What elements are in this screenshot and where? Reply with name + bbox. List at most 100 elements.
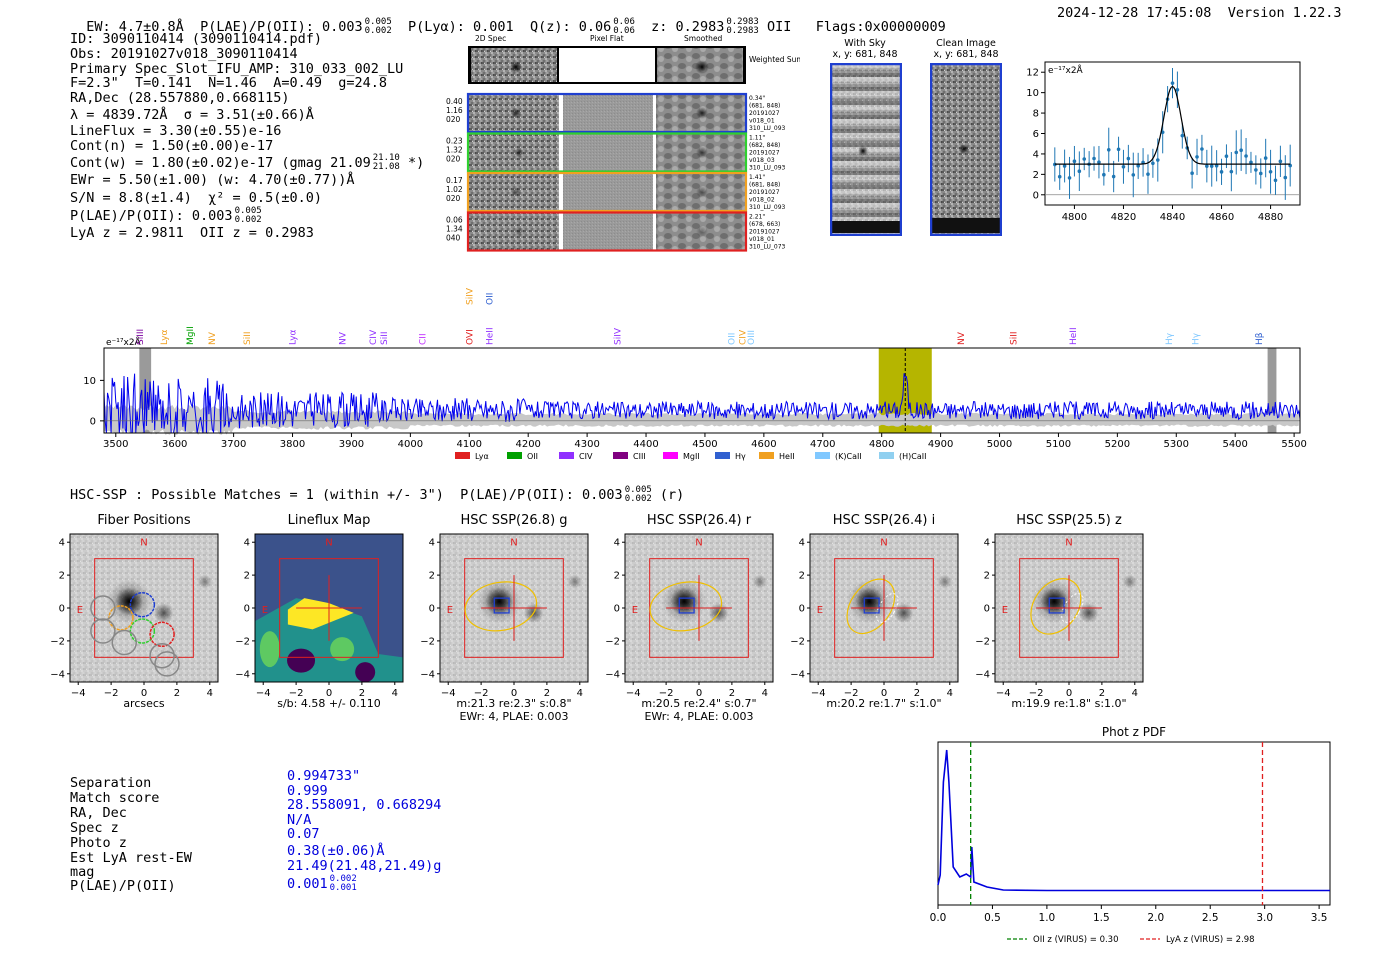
match-label: P(LAE)/P(OII) <box>70 878 176 894</box>
cutout-row-right-value: 310_LU_093 <box>749 165 786 172</box>
hsc-y-tick: −4 <box>235 669 250 680</box>
east-label: E <box>817 605 823 616</box>
photoz-frame <box>937 741 1331 906</box>
header-datetime-version: 2024-12-28 17:45:08 Version 1.22.3 <box>1057 5 1342 21</box>
target-marker <box>1048 597 1065 614</box>
spectrum-x-tick: 5200 <box>1105 439 1130 450</box>
line-fit-x-tick: 4880 <box>1258 212 1283 223</box>
hsc-panel-title: Lineflux Map <box>287 513 371 528</box>
spectrum-x-tick: 3600 <box>162 439 187 450</box>
line-fit-y-tick: 12 <box>1026 68 1039 79</box>
header-bar: EW: 4.7±0.8Å P(LAE)/P(OII): 0.003 0.005 0.… <box>70 2 946 36</box>
hsc-panel-title: HSC SSP(25.5) z <box>1016 513 1122 528</box>
photoz-x-tick: 1.5 <box>1093 912 1110 924</box>
spectrum-x-tick: 5400 <box>1222 439 1247 450</box>
data-point <box>1254 168 1258 172</box>
full-spectrum-plot: 3500 3600 3700 3800 3900 4000 4100 4200 4300 4400… <box>83 287 1307 461</box>
hsc-y-tick: 0 <box>799 604 805 615</box>
match-label: Separation <box>70 775 152 791</box>
spectrum-y-tick: 10 <box>83 376 96 387</box>
data-point <box>1258 171 1263 176</box>
hsc-x-tick: 2 <box>544 688 550 698</box>
legend-label: Hγ <box>735 452 746 461</box>
search-box <box>279 558 379 658</box>
spectrum-line-label: CIV <box>369 329 379 345</box>
cutout-row-right-value: 0.34" <box>749 95 765 102</box>
spectrum-x-tick: 5500 <box>1281 439 1306 450</box>
hsc-x-tick: −4 <box>441 688 456 698</box>
legend-swatch <box>663 452 678 459</box>
hsc-x-tick: 0 <box>141 688 147 698</box>
photoz-pdf-plot: Phot z PDF 0.0 0.5 1.0 1.5 2.0 2.5 3.0 3.5 OII z … <box>930 725 1331 945</box>
match-label: Spec z <box>70 820 119 836</box>
hsc-y-tick: −2 <box>790 636 805 647</box>
spectrum-x-tick: 4500 <box>692 439 717 450</box>
clean-image <box>930 63 1002 236</box>
galaxy-ellipse <box>649 581 723 632</box>
north-label: N <box>510 538 517 549</box>
north-label: N <box>325 538 332 549</box>
legend-label: MgII <box>683 452 700 461</box>
spectrum-line-label: NV <box>957 331 967 345</box>
masked-band <box>1267 348 1277 433</box>
match-value: 0.994733" <box>287 768 361 784</box>
north-label: N <box>140 538 147 549</box>
match-label: Match score <box>70 790 160 806</box>
data-point <box>1273 178 1278 183</box>
legend-swatch <box>715 452 730 459</box>
cutout-row-right-value: 2.21" <box>749 214 765 221</box>
match-label: RA, Dec <box>70 805 127 821</box>
hsc-panel-1: N E −4 −4 −2 −2 0 0 2 2 4 4 <box>50 533 219 698</box>
east-label: E <box>632 605 638 616</box>
spectrum-x-tick: 4800 <box>869 439 894 450</box>
data-point <box>1239 148 1243 152</box>
hsc-x-tick: 0 <box>326 688 332 698</box>
hsc-x-tick: 0 <box>881 688 887 698</box>
east-label: E <box>1002 605 1008 616</box>
east-label: E <box>262 605 268 616</box>
data-point <box>1244 154 1248 158</box>
target-marker <box>678 597 695 614</box>
data-point <box>1106 147 1111 152</box>
spectrum-line-label: SiIV <box>614 327 624 345</box>
data-point <box>1200 147 1204 151</box>
cutout-row-left-value: 0.06 <box>446 216 463 225</box>
data-point <box>1097 160 1101 164</box>
spectrum-line-label: Hγ <box>1165 332 1175 345</box>
cutout-row-left-value: 1.32 <box>446 146 463 155</box>
legend-label: (K)CaII <box>835 452 862 461</box>
cutout-row-right-value: v018_01 <box>749 236 775 243</box>
hsc-panel-6: N E −4 −4 −2 −2 0 0 2 2 4 4 <box>975 533 1144 698</box>
legend-swatch <box>815 452 830 459</box>
hsc-y-tick: −4 <box>420 669 435 680</box>
match-value: 0.38(±0.06)Å <box>287 843 385 859</box>
hsc-panel-title: HSC SSP(26.4) i <box>832 513 936 528</box>
data-point <box>1067 176 1072 180</box>
spectrum-x-tick: 4300 <box>574 439 599 450</box>
hsc-y-tick: 0 <box>984 604 990 615</box>
fiber-circle <box>129 618 156 644</box>
hsc-panel-5: N E −4 −4 −2 −2 0 0 2 2 4 4 <box>790 533 959 698</box>
hsc-summary: HSC-SSP : Possible Matches = 1 (within +… <box>70 485 685 504</box>
legend-label: CIII <box>633 452 646 461</box>
data-point <box>1214 163 1219 168</box>
hsc-x-tick: 2 <box>359 688 365 698</box>
spectrum-y-tick: 0 <box>90 416 96 427</box>
cutout-row-left-value: 020 <box>446 155 461 164</box>
header-datetime: 2024-12-28 17:45:08 <box>1057 5 1212 21</box>
hsc-y-tick: −2 <box>235 636 250 647</box>
galaxy-ellipse <box>846 578 896 635</box>
line-fit-x-tick: 4820 <box>1111 212 1136 223</box>
line-fit-y-tick: 2 <box>1033 170 1039 181</box>
hsc-panel-title: Fiber Positions <box>97 513 191 528</box>
legend-swatch <box>759 452 774 459</box>
data-point <box>1249 160 1253 165</box>
fiber-circle <box>111 629 138 656</box>
data-point <box>1209 164 1214 168</box>
hsc-y-tick: 4 <box>984 538 990 549</box>
spectrum-x-tick: 4700 <box>810 439 835 450</box>
cutout-row-left-value: 0.17 <box>446 176 463 185</box>
data-point <box>1170 81 1175 85</box>
spectrum-x-tick: 3900 <box>339 439 364 450</box>
